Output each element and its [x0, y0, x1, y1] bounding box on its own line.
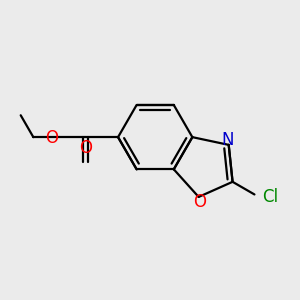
Text: O: O: [193, 193, 206, 211]
Text: Cl: Cl: [262, 188, 278, 206]
Text: N: N: [222, 130, 234, 148]
Text: O: O: [79, 139, 92, 157]
Text: O: O: [46, 129, 59, 147]
